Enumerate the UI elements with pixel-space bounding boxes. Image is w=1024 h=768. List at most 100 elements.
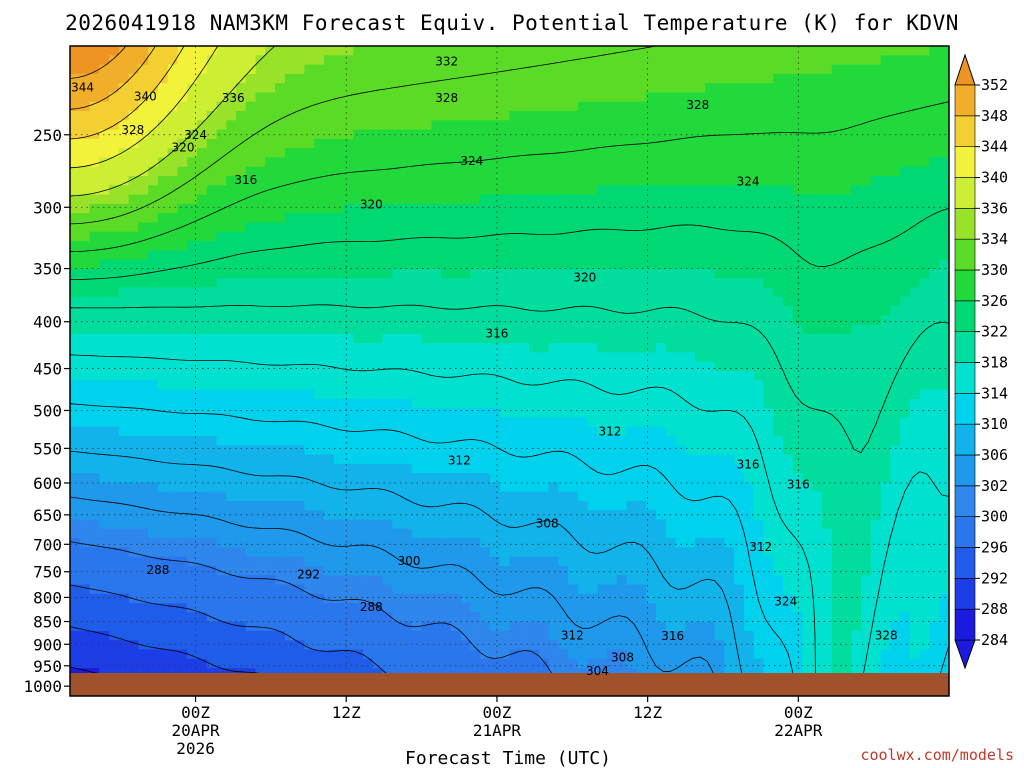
color-band-cell [558,120,569,131]
color-band-cell [109,426,120,437]
color-band-cell [157,259,169,270]
color-band-cell [353,491,364,502]
color-band-cell [636,352,647,363]
color-band-cell [411,584,423,595]
color-band-cell [79,213,91,224]
color-band-cell [548,333,559,344]
color-band-cell [333,250,345,261]
color-band-cell [724,176,735,186]
color-band-cell [314,538,325,549]
color-band-cell [529,398,540,409]
color-band-cell [480,371,491,381]
color-band-cell [734,463,745,474]
color-band-cell [597,83,608,94]
color-band-cell [685,157,696,168]
color-band-cell [265,55,276,66]
color-band-cell [372,101,384,112]
color-band-cell [656,658,667,669]
color-band-cell [685,482,696,493]
color-band-cell [206,203,218,214]
color-band-cell [577,176,589,186]
color-band-cell [167,101,179,112]
color-band-cell [704,445,716,456]
color-band-cell [284,426,296,437]
color-band-cell [128,482,139,493]
color-band-cell [333,64,345,75]
color-band-cell [558,46,569,56]
color-band-cell [734,631,745,641]
color-band-cell [216,380,227,391]
color-band-cell [187,148,198,159]
color-band-cell [577,101,589,112]
color-band-cell [714,445,725,456]
color-band-cell [607,73,618,84]
color-band-cell [626,640,638,651]
color-band-cell [704,343,716,354]
color-band-cell [353,658,364,669]
color-band-cell [333,101,345,112]
color-band-cell [275,324,286,335]
color-band-cell [363,213,374,224]
color-band-cell [431,64,442,75]
color-band-cell [284,315,296,326]
color-band-cell [587,222,598,233]
color-band-cell [460,55,472,66]
color-band-cell [577,166,589,177]
color-band-cell [431,426,442,437]
color-band-cell [577,343,589,354]
color-band-cell [294,556,305,567]
color-band-cell [656,129,667,140]
color-band-cell [470,324,481,335]
color-band-cell [402,501,413,511]
color-band-cell [294,538,305,549]
color-band-cell [118,231,130,242]
color-band-cell [636,287,647,298]
color-band-cell [79,287,91,298]
color-band-cell [470,111,481,121]
color-band-cell [402,519,413,530]
color-band-cell [636,203,647,214]
color-band-cell [734,315,745,326]
color-band-cell [460,501,472,511]
color-band-cell [431,417,442,428]
color-band-cell [665,46,677,56]
color-band-cell [89,324,100,335]
color-band-cell [470,575,481,586]
color-band-cell [577,501,589,511]
color-band-cell [714,166,725,177]
color-band-cell [148,101,159,112]
color-band-cell [294,463,305,474]
color-band-cell [411,250,423,261]
color-band-cell [675,389,686,400]
color-band-cell [89,194,100,205]
color-band-cell [616,491,628,502]
color-band-cell [499,389,511,400]
color-band-cell [372,547,384,558]
color-band-cell [323,92,335,103]
color-band-cell [402,603,413,614]
color-band-cell [304,268,315,279]
color-band-cell [538,333,550,344]
color-band-cell [656,194,667,205]
color-band-cell [538,213,550,224]
color-band-cell [607,454,618,465]
color-band-cell [470,333,481,344]
color-band-cell [685,111,696,121]
color-band-cell [109,306,120,316]
color-band-cell [216,287,227,298]
color-band-cell [226,658,237,669]
color-band-cell [646,473,657,484]
color-band-cell [568,473,579,484]
color-band-cell [558,658,569,669]
color-band-cell [206,519,218,530]
color-band-cell [695,296,706,307]
color-band-cell [704,231,716,242]
color-band-cell [441,621,452,632]
color-band-cell [421,519,432,530]
color-band-cell [187,417,198,428]
color-band-cell [441,380,452,391]
color-band-cell [294,501,305,511]
color-band-cell [226,213,237,224]
color-band-cell [236,176,247,186]
color-band-cell [157,510,169,521]
